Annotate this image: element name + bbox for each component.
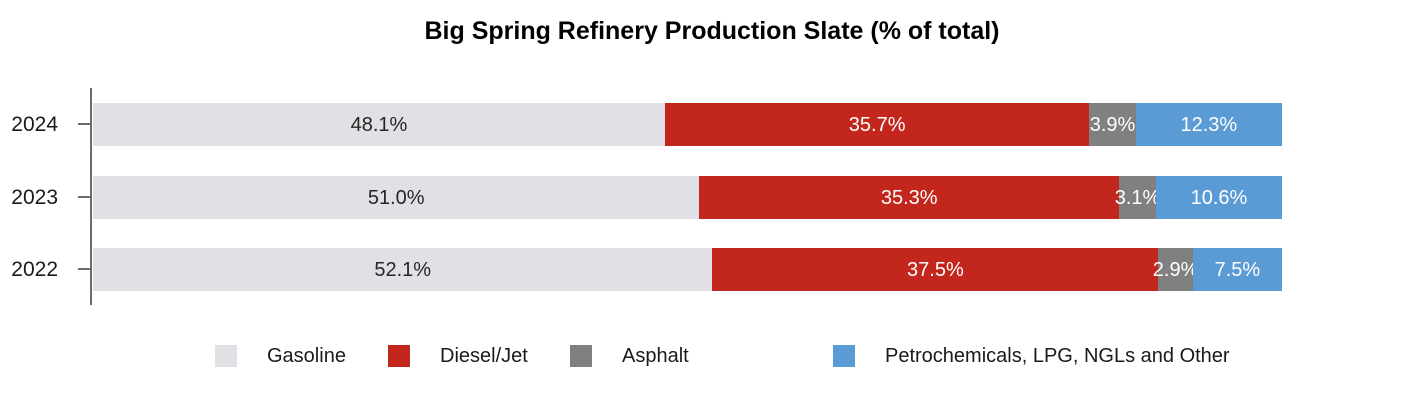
data-label: 3.9% xyxy=(1089,113,1136,136)
data-label: 7.5% xyxy=(1214,258,1261,281)
axis-tick xyxy=(78,123,91,125)
legend-item: Petrochemicals, LPG, NGLs and Other xyxy=(833,344,1230,368)
legend-item: Asphalt xyxy=(570,344,689,368)
data-label: 10.6% xyxy=(1190,186,1248,209)
bar-segment: 51.0% xyxy=(93,176,700,219)
legend-label: Asphalt xyxy=(622,344,689,367)
bar-row-2022: 52.1% 37.5% 2.9% 7.5% xyxy=(93,248,1282,291)
legend-label: Petrochemicals, LPG, NGLs and Other xyxy=(885,344,1230,367)
data-label: 51.0% xyxy=(367,186,425,209)
bar-segment: 12.3% xyxy=(1135,103,1282,146)
axis-tick xyxy=(78,268,91,270)
data-label: 3.1% xyxy=(1114,186,1161,209)
legend-label: Diesel/Jet xyxy=(440,344,528,367)
bar-segment: 2.9% xyxy=(1153,248,1198,291)
legend-item: Gasoline xyxy=(215,344,346,368)
data-label: 37.5% xyxy=(907,258,964,281)
bar-segment: 3.1% xyxy=(1115,176,1160,219)
data-label: 48.1% xyxy=(350,113,408,136)
bar-segment: 48.1% xyxy=(93,103,665,146)
bar-row-2024: 48.1% 35.7% 3.9% 12.3% xyxy=(93,103,1282,146)
data-label: 52.1% xyxy=(374,258,432,281)
data-label: 12.3% xyxy=(1180,113,1238,136)
data-label: 35.3% xyxy=(880,186,938,209)
bar-segment: 10.6% xyxy=(1155,176,1282,219)
chart-title: Big Spring Refinery Production Slate (% … xyxy=(424,17,1000,45)
axis-tick xyxy=(78,196,91,198)
legend-swatch-icon xyxy=(215,345,237,367)
legend-item: Diesel/Jet xyxy=(388,344,528,368)
legend-swatch-icon xyxy=(833,345,855,367)
bar-row-2023: 51.0% 35.3% 3.1% 10.6% xyxy=(93,176,1282,219)
bar-segment: 35.3% xyxy=(699,176,1120,219)
category-label-2024: 2024 xyxy=(11,113,58,136)
bar-segment: 7.5% xyxy=(1192,248,1282,291)
data-label: 35.7% xyxy=(848,113,906,136)
y-axis-line xyxy=(90,88,92,305)
category-label-2023: 2023 xyxy=(11,186,58,209)
legend-label: Gasoline xyxy=(267,344,346,367)
category-label-2022: 2022 xyxy=(11,258,58,281)
bar-segment: 35.7% xyxy=(664,103,1090,146)
bar-segment: 3.9% xyxy=(1089,103,1136,146)
data-label: 2.9% xyxy=(1152,258,1199,281)
legend-swatch-icon xyxy=(388,345,410,367)
bar-segment: 37.5% xyxy=(712,248,1159,291)
bar-segment: 52.1% xyxy=(93,248,713,291)
legend-swatch-icon xyxy=(570,345,592,367)
